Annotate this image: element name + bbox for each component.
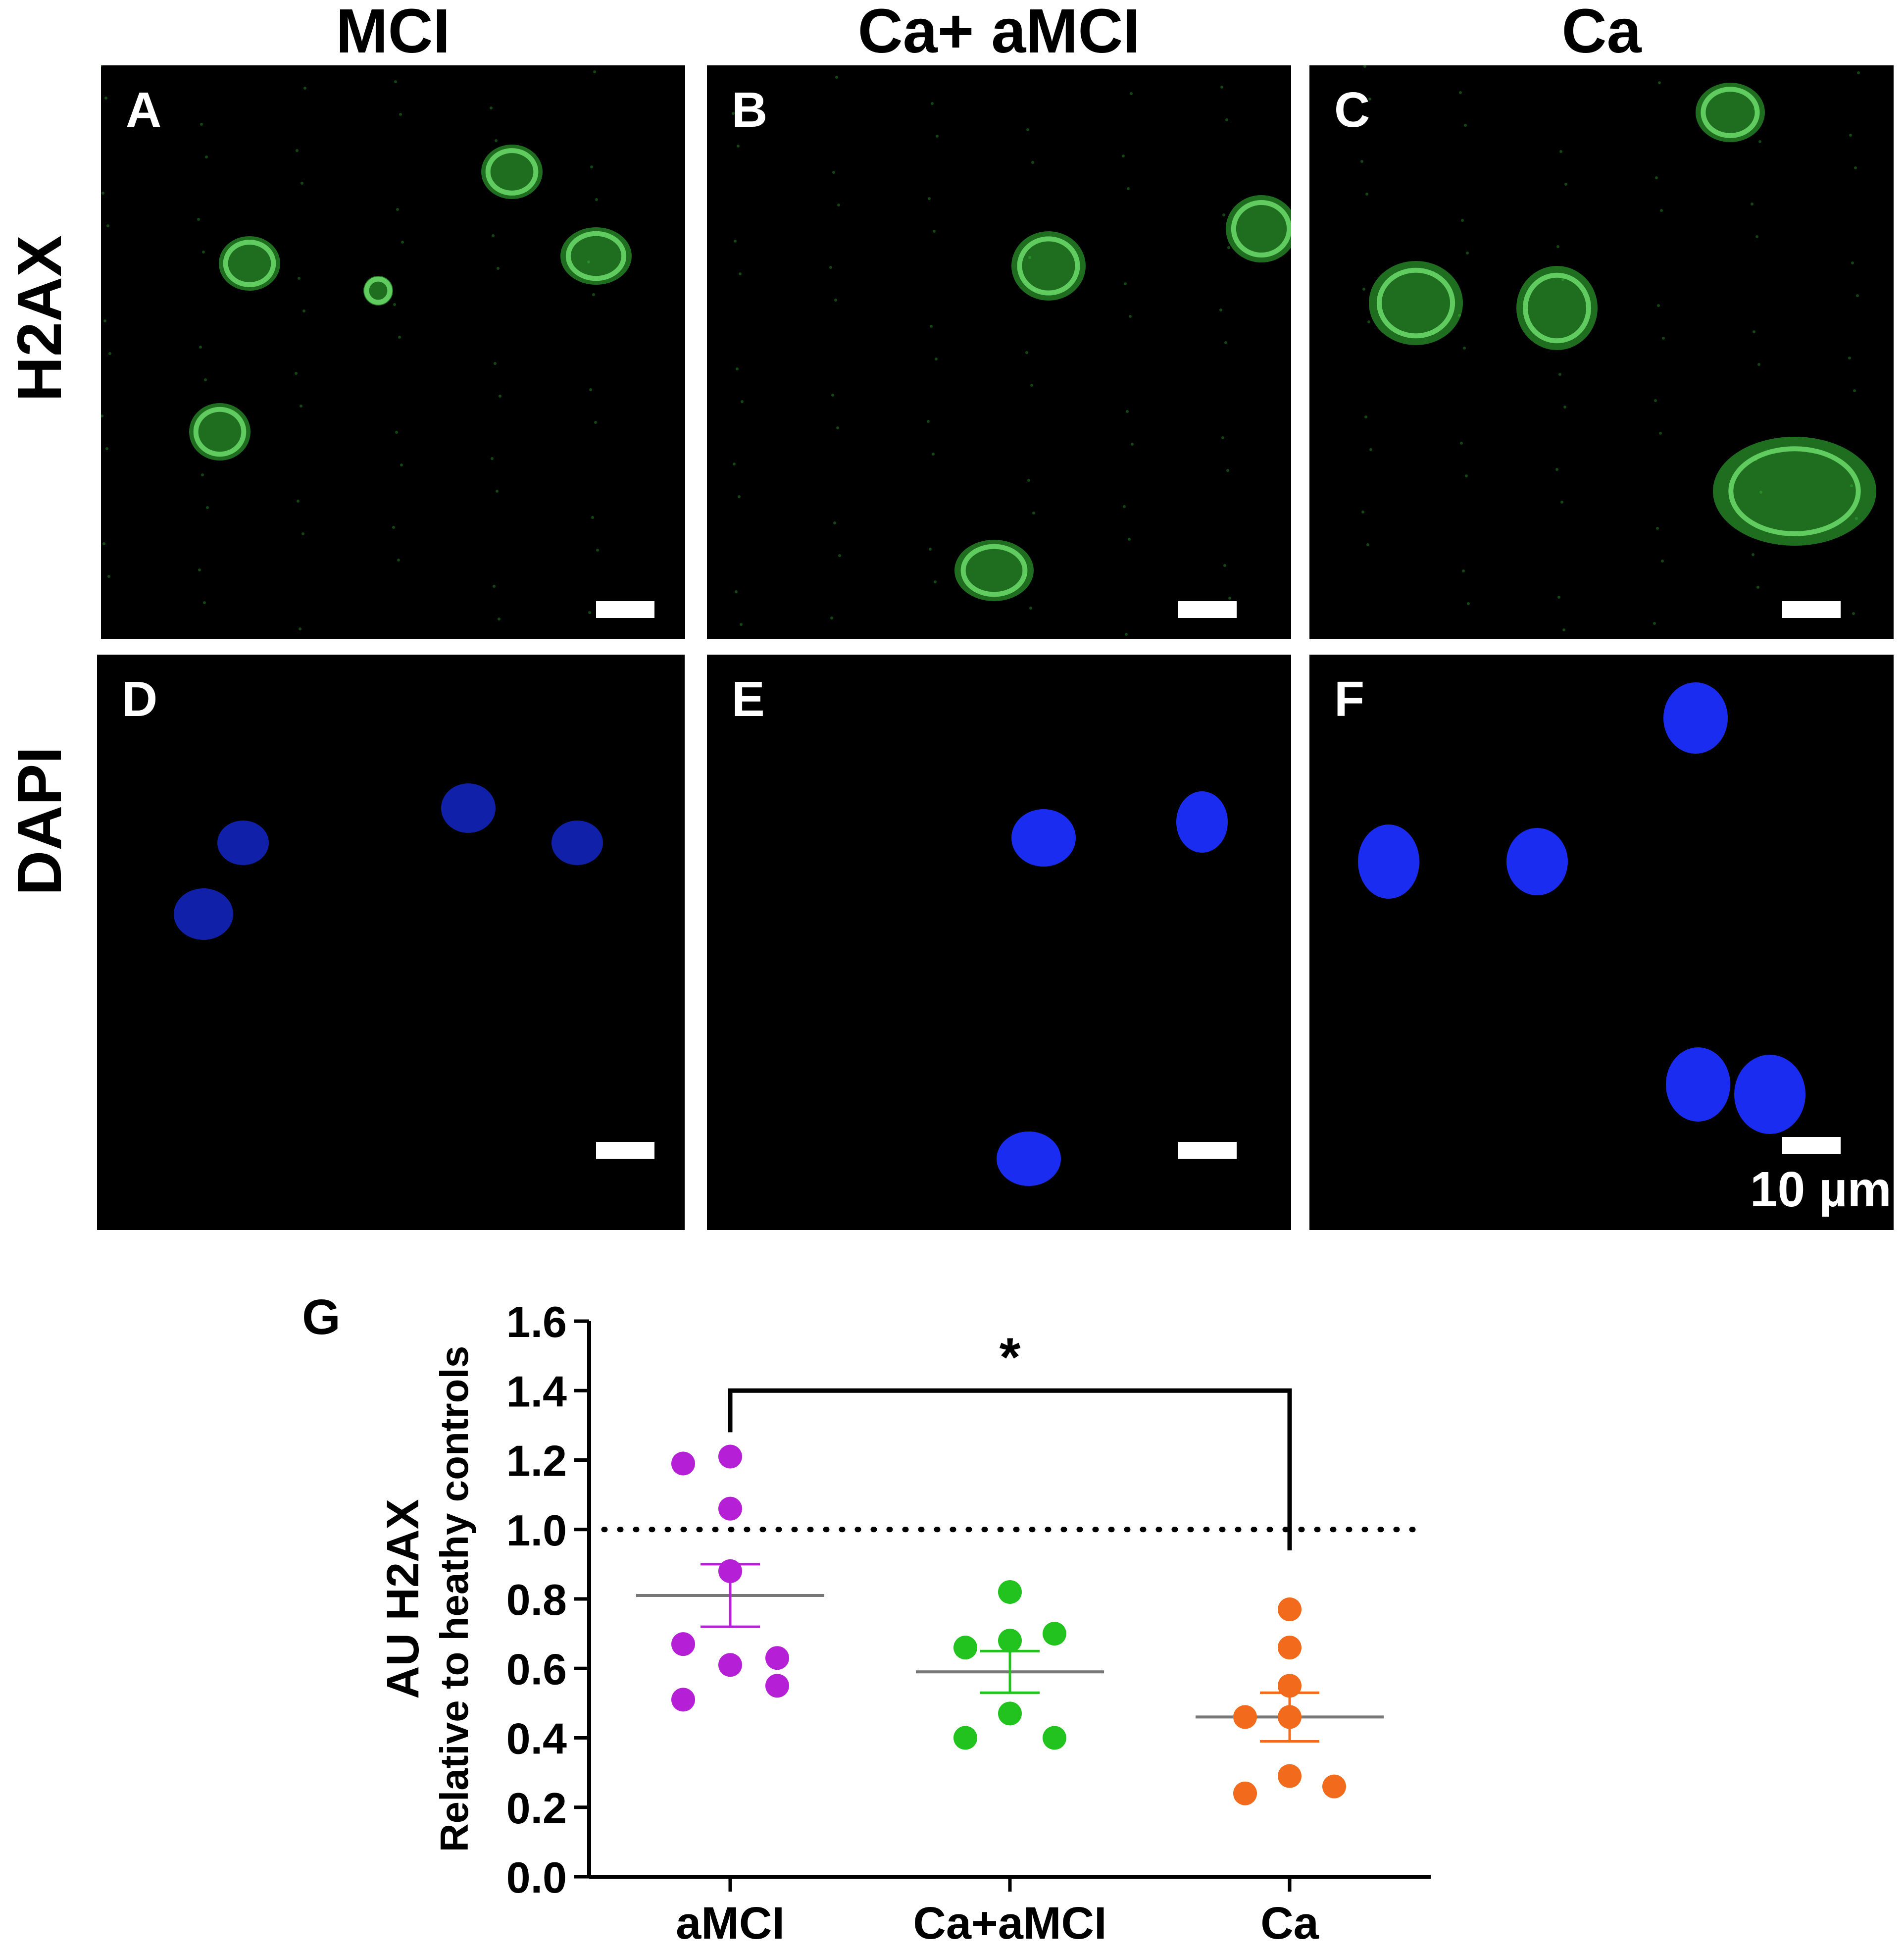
significance-star: * [1000,1327,1021,1388]
green-nuclei-image [101,65,632,630]
column-title-ca: Ca [1561,0,1642,66]
data-point [718,1653,742,1677]
significance-bracket [728,1388,1292,1550]
panel-letter-d: D [122,671,158,727]
y-tick-label: 0.0 [506,1853,567,1902]
scale-bar [596,601,654,618]
column-title-ca-amci: Ca+ aMCI [857,0,1141,66]
data-point [1043,1726,1066,1750]
data-point [953,1636,977,1660]
data-point [671,1688,695,1712]
scale-bar [1782,601,1841,618]
y-tick-label: 1.6 [506,1297,567,1346]
data-point [671,1451,695,1476]
panel-letter-f: F [1334,671,1365,727]
micrograph-panel-f: F 10 µm [1309,655,1894,1230]
x-tick-label: Ca+aMCI [913,1898,1106,1949]
scale-bar [596,1142,654,1159]
row-title-h2ax: H2AX [4,235,74,402]
blue-nuclei-image [174,783,603,940]
blue-nuclei-image [997,791,1228,1186]
y-tick-label: 1.0 [506,1506,567,1555]
data-point [998,1580,1022,1604]
data-point [718,1559,742,1583]
panel-letter-c: C [1334,82,1370,138]
row-title-dapi: DAPI [4,746,74,896]
data-point [1278,1705,1302,1729]
micrograph-panel-d: D [97,655,685,1230]
micrograph-panel-e: E [707,655,1291,1230]
y-axis-sublabel: Relative to heathy controls [432,1346,476,1852]
data-point [1278,1636,1302,1660]
data-point [953,1726,977,1750]
x-tick-label: Ca [1260,1898,1319,1949]
data-point [1322,1774,1346,1799]
data-point [1043,1622,1066,1646]
data-point [1278,1597,1302,1622]
panel-letter-g: G [302,1289,341,1345]
y-tick-label: 1.2 [506,1437,567,1486]
data-point [765,1646,789,1670]
y-tick-label: 0.6 [506,1645,567,1694]
panel-letter-a: A [126,82,162,138]
scale-bar [1782,1137,1841,1154]
panel-letter-b: B [732,82,768,138]
green-nuclei-image [732,76,1291,636]
y-tick-label: 1.4 [506,1367,567,1416]
data-point [998,1629,1022,1653]
green-nuclei-image [1360,65,1876,631]
data-point [765,1674,789,1698]
micrograph-panel-a: A [101,65,685,639]
data-point [1278,1764,1302,1788]
h2ax-scatter-chart: 0.0 0.2 0.4 0.6 0.8 1.0 1.2 1.4 1.6 aMCI Ca+aMCI Ca… [378,1297,1431,1949]
data-point [998,1701,1022,1726]
micrograph-panel-c: C [1309,65,1894,639]
panel-letter-e: E [732,671,765,727]
y-tick-label: 0.4 [506,1714,567,1763]
y-tick-label: 0.8 [506,1575,567,1624]
scale-bar [1178,601,1237,618]
data-point [1233,1705,1257,1729]
y-axis-label: AU H2AX [378,1499,428,1699]
micrograph-panel-b: B [707,65,1291,639]
scale-bar [1178,1142,1237,1159]
x-tick-label: aMCI [676,1898,785,1949]
data-point [1233,1781,1257,1805]
column-title-mci: MCI [336,0,451,66]
y-tick-label: 0.2 [506,1784,567,1833]
data-point [718,1496,742,1521]
blue-nuclei-image [1358,682,1805,1134]
data-point [1278,1674,1302,1698]
data-point [671,1632,695,1656]
scale-bar-label: 10 µm [1750,1162,1892,1217]
data-point [718,1444,742,1469]
